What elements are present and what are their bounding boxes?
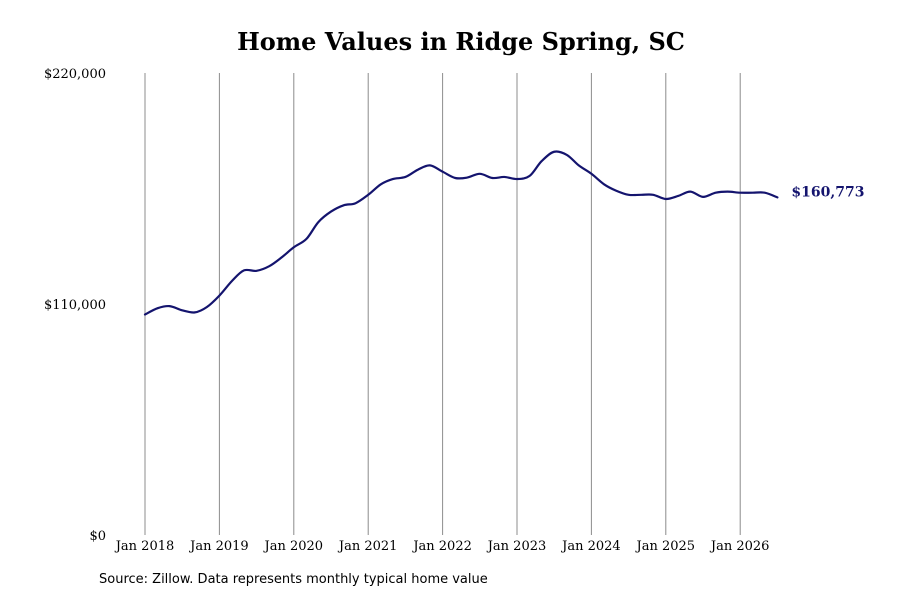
- x-tick-label: Jan 2023: [486, 539, 547, 554]
- x-tick-label: Jan 2022: [411, 539, 472, 554]
- x-tick-label: Jan 2021: [337, 539, 398, 554]
- y-tick-label: $110,000: [44, 298, 106, 313]
- y-axis: $0 $110,000 $220,000: [44, 67, 106, 544]
- source-note: Source: Zillow. Data represents monthly …: [99, 572, 488, 587]
- x-tick-label: Jan 2025: [635, 539, 696, 554]
- x-tick-label: Jan 2026: [709, 539, 770, 554]
- y-tick-label: $220,000: [44, 67, 106, 82]
- x-tick-label: Jan 2018: [114, 539, 175, 554]
- x-axis: Jan 2018 Jan 2019 Jan 2020 Jan 2021 Jan 2022…: [114, 539, 770, 554]
- data-points: [144, 151, 778, 316]
- x-tick-label: Jan 2019: [188, 539, 249, 554]
- chart-title: Home Values in Ridge Spring, SC: [237, 27, 685, 56]
- x-tick-label: Jan 2024: [560, 539, 621, 554]
- series-line: [143, 150, 779, 316]
- y-tick-label: $0: [89, 529, 106, 544]
- x-tick-label: Jan 2020: [263, 539, 324, 554]
- grid: [144, 73, 741, 535]
- end-value-label: $160,773: [791, 184, 864, 200]
